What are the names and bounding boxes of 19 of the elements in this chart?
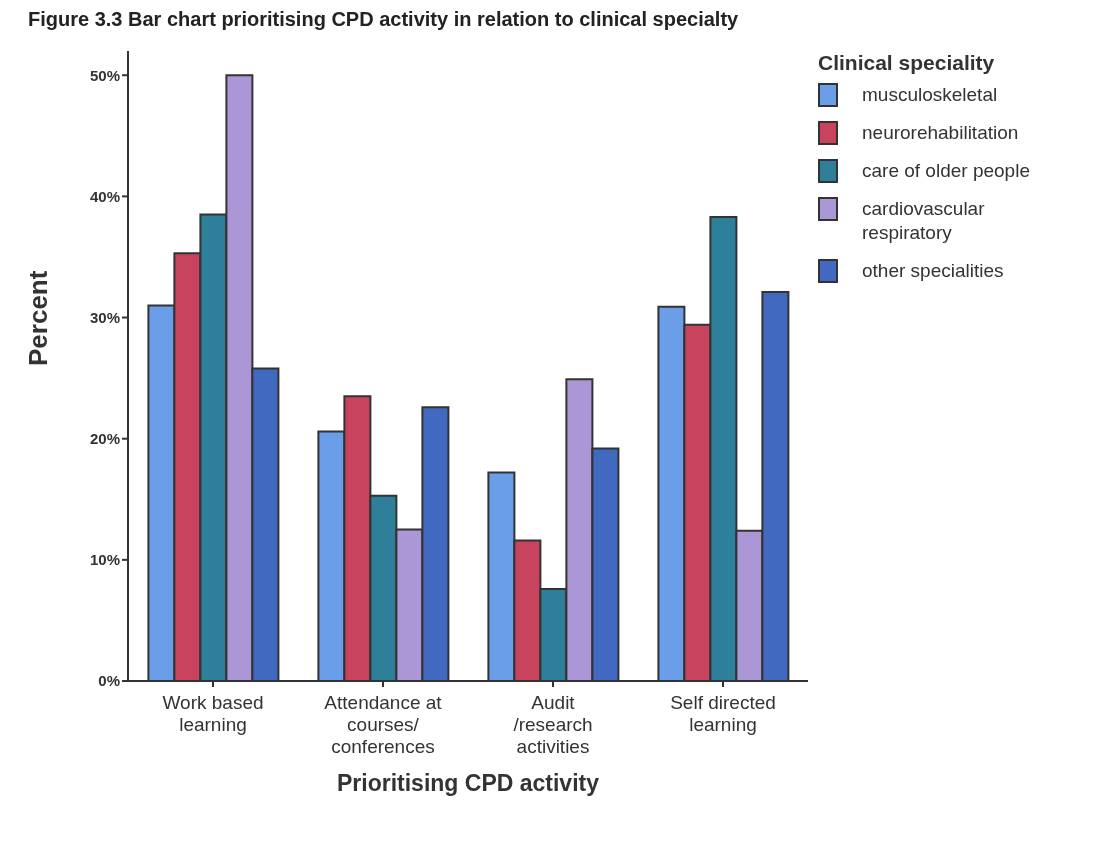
x-tick-label: Attendance at courses/ conferences (324, 692, 443, 757)
legend-label: neurorehabilitation (862, 121, 1020, 145)
y-tick-label: 0% (98, 672, 120, 690)
legend-label: cardiovascular respiratory (862, 197, 986, 245)
legend-label: musculoskeletal (862, 83, 999, 107)
legend-label: other specialities (862, 259, 1005, 283)
x-tick-label: Work based learning (162, 692, 264, 735)
y-tick-label: 10% (89, 551, 120, 569)
legend-label: care of older people (862, 159, 1031, 183)
y-axis-title: Percent (23, 270, 54, 366)
x-axis-title: Prioritising CPD activity (336, 770, 600, 796)
y-tick-label: 40% (89, 187, 120, 205)
x-tick-label: Self directed learning (670, 692, 776, 735)
legend-title: Clinical speciality (818, 51, 996, 75)
y-tick-label: 30% (89, 308, 120, 326)
y-tick-label: 50% (89, 66, 120, 84)
x-tick-label: Audit /research activities (513, 692, 593, 757)
chart-title: Figure 3.3 Bar chart prioritising CPD activity in relation to clinical specialty (27, 8, 740, 31)
y-tick-label: 20% (89, 430, 120, 448)
